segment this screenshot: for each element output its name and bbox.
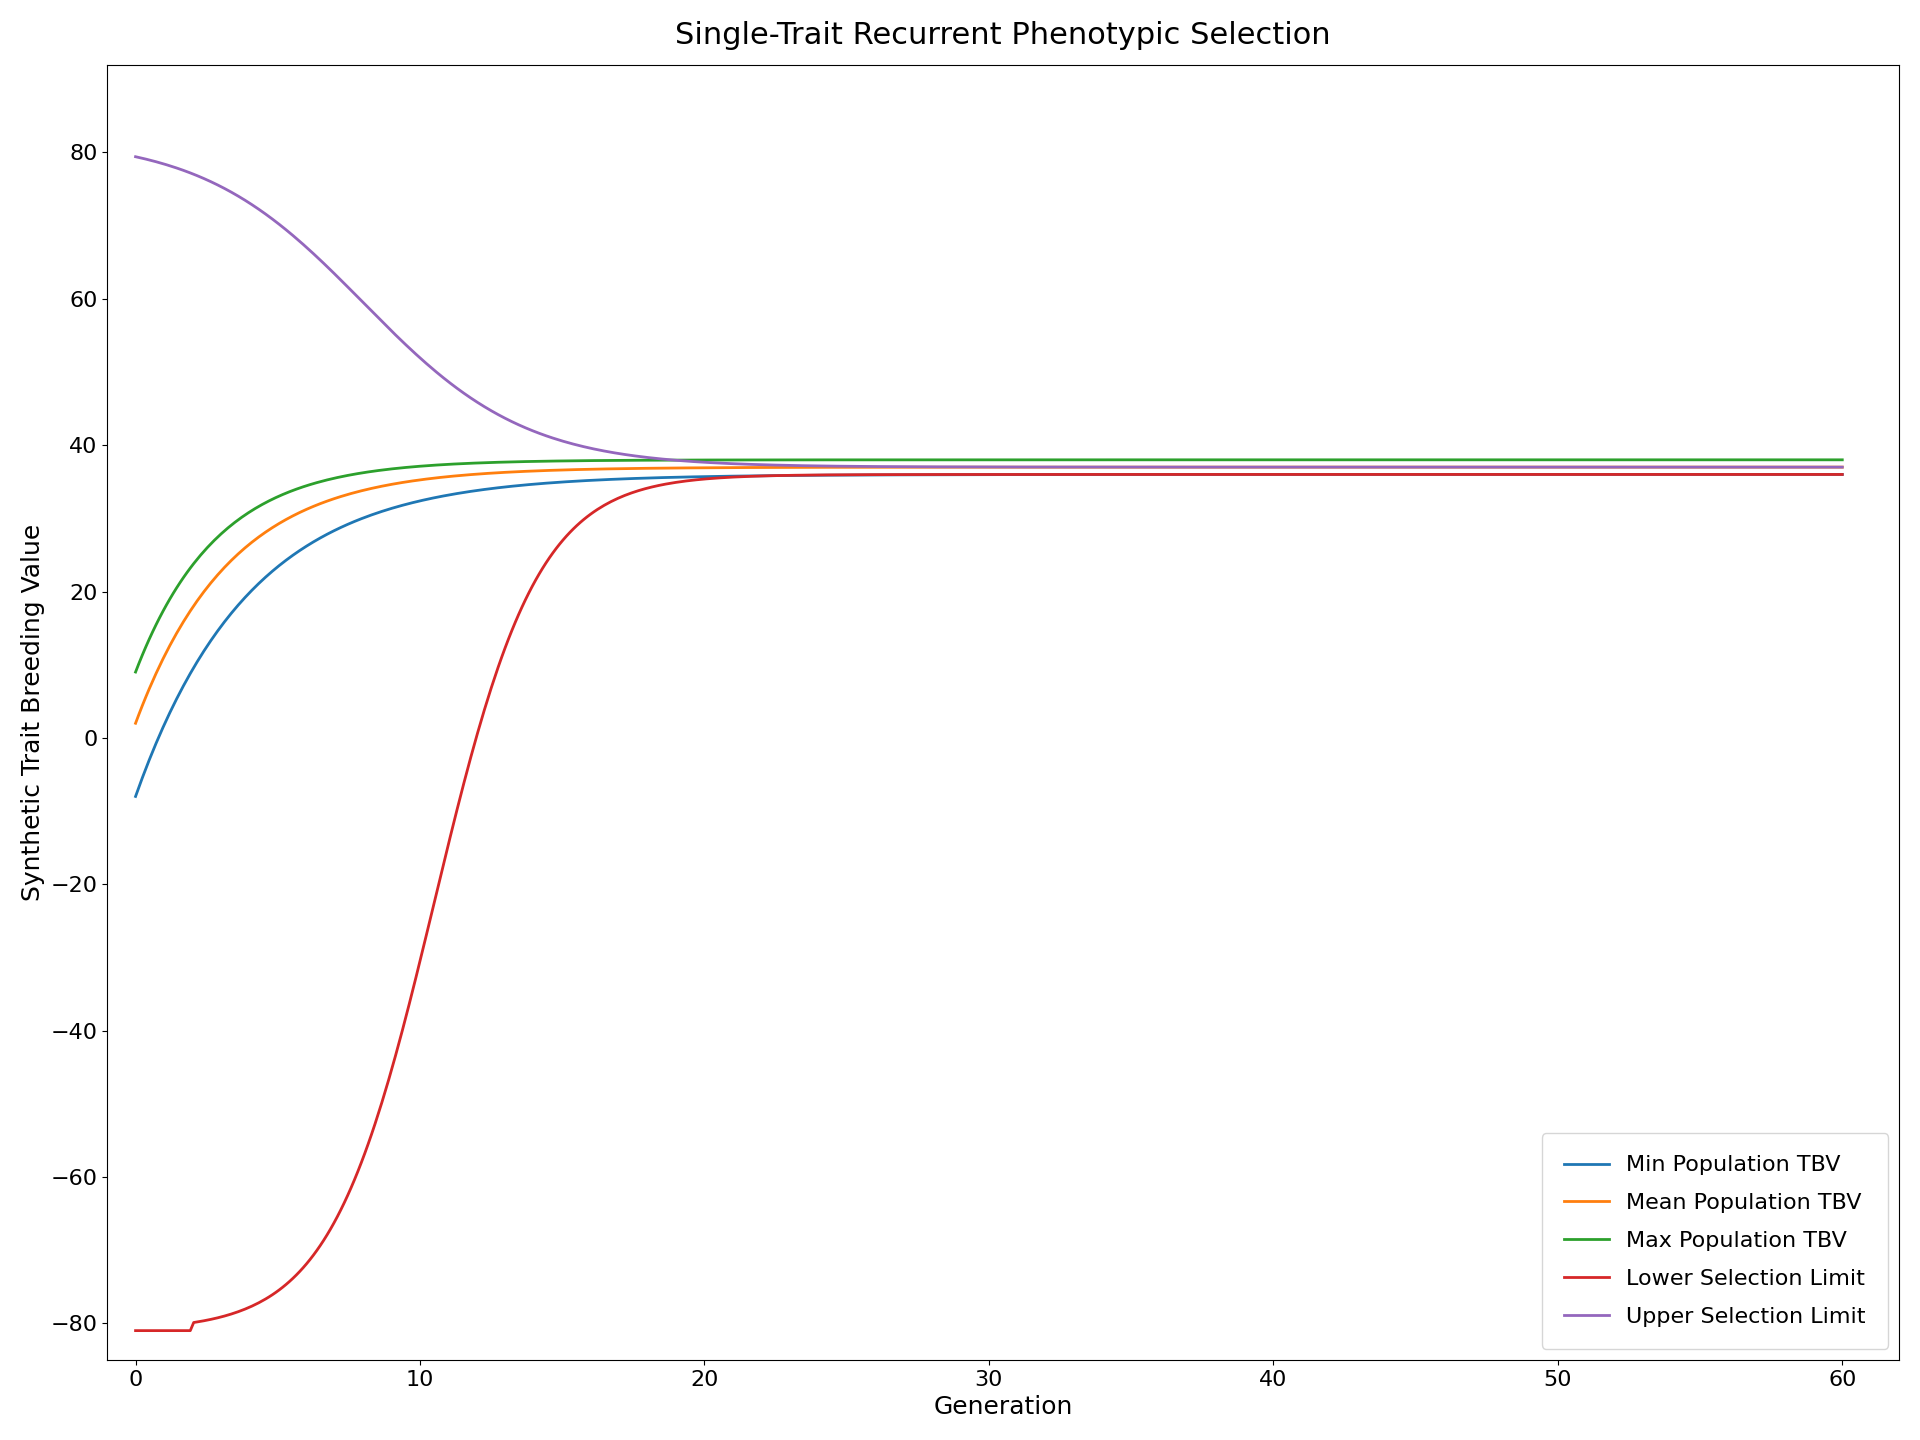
Mean Population TBV bbox=[1789, 458, 1812, 475]
Line: Min Population TBV: Min Population TBV bbox=[136, 474, 1843, 796]
Upper Selection Limit bbox=[125, 148, 148, 166]
Line: Lower Selection Limit: Lower Selection Limit bbox=[136, 474, 1843, 1331]
Upper Selection Limit bbox=[1140, 458, 1164, 475]
Lower Selection Limit bbox=[125, 1322, 148, 1339]
Min Population TBV bbox=[1832, 465, 1855, 482]
Max Population TBV bbox=[125, 664, 148, 681]
X-axis label: Generation: Generation bbox=[933, 1395, 1073, 1420]
Min Population TBV bbox=[125, 788, 148, 805]
Min Population TBV bbox=[945, 467, 968, 484]
Max Population TBV bbox=[1832, 451, 1855, 468]
Mean Population TBV bbox=[935, 458, 958, 475]
Lower Selection Limit bbox=[1523, 465, 1546, 482]
Lower Selection Limit bbox=[1832, 465, 1855, 482]
Max Population TBV bbox=[1789, 451, 1812, 468]
Line: Mean Population TBV: Mean Population TBV bbox=[136, 467, 1843, 723]
Max Population TBV bbox=[1048, 451, 1071, 468]
Lower Selection Limit bbox=[945, 467, 968, 484]
Min Population TBV bbox=[1523, 465, 1546, 482]
Max Population TBV bbox=[1140, 451, 1164, 468]
Lower Selection Limit bbox=[1140, 465, 1164, 482]
Min Population TBV bbox=[1789, 465, 1812, 482]
Mean Population TBV bbox=[1140, 458, 1164, 475]
Lower Selection Limit bbox=[1789, 465, 1812, 482]
Upper Selection Limit bbox=[1832, 458, 1855, 475]
Y-axis label: Synthetic Trait Breeding Value: Synthetic Trait Breeding Value bbox=[21, 524, 44, 901]
Mean Population TBV bbox=[1523, 458, 1546, 475]
Max Population TBV bbox=[945, 451, 968, 468]
Max Population TBV bbox=[935, 451, 958, 468]
Line: Max Population TBV: Max Population TBV bbox=[136, 459, 1843, 672]
Mean Population TBV bbox=[945, 458, 968, 475]
Upper Selection Limit bbox=[945, 458, 968, 475]
Upper Selection Limit bbox=[1523, 458, 1546, 475]
Mean Population TBV bbox=[1832, 458, 1855, 475]
Mean Population TBV bbox=[125, 714, 148, 732]
Mean Population TBV bbox=[1048, 458, 1071, 475]
Lower Selection Limit bbox=[1048, 465, 1071, 482]
Upper Selection Limit bbox=[1048, 458, 1071, 475]
Lower Selection Limit bbox=[935, 467, 958, 484]
Min Population TBV bbox=[1140, 467, 1164, 484]
Upper Selection Limit bbox=[1789, 458, 1812, 475]
Title: Single-Trait Recurrent Phenotypic Selection: Single-Trait Recurrent Phenotypic Select… bbox=[676, 20, 1331, 50]
Upper Selection Limit bbox=[935, 458, 958, 475]
Min Population TBV bbox=[935, 467, 958, 484]
Line: Upper Selection Limit: Upper Selection Limit bbox=[136, 157, 1843, 467]
Legend: Min Population TBV, Mean Population TBV, Max Population TBV, Lower Selection Lim: Min Population TBV, Mean Population TBV,… bbox=[1542, 1133, 1887, 1349]
Max Population TBV bbox=[1523, 451, 1546, 468]
Min Population TBV bbox=[1048, 467, 1071, 484]
